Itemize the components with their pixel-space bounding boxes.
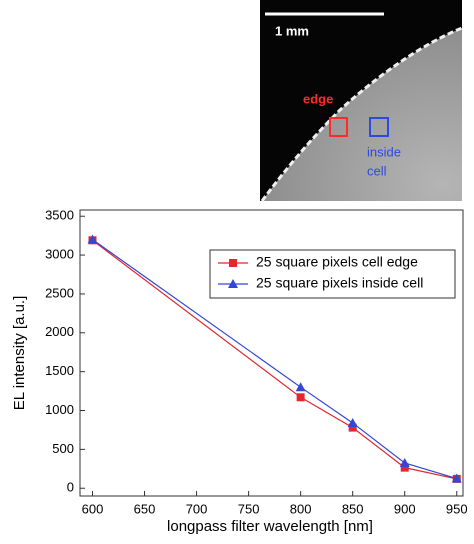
legend-label: 25 square pixels inside cell: [256, 275, 423, 291]
y-tick-label: 2500: [45, 285, 74, 300]
x-tick-label: 750: [238, 501, 260, 516]
x-tick-label: 950: [446, 501, 468, 516]
inset-image: 1 mm edge inside cell: [260, 0, 463, 202]
legend-box: [209, 249, 456, 299]
data-point: [400, 463, 409, 472]
y-tick-label: 3000: [45, 247, 74, 262]
data-point: [348, 423, 357, 432]
data-point: [399, 457, 410, 467]
y-tick-label: 0: [67, 480, 74, 495]
y-tick-label: 3500: [45, 208, 74, 223]
edge-label: edge: [303, 91, 333, 106]
y-tick-label: 1500: [45, 363, 74, 378]
y-tick-label: 1000: [45, 402, 74, 417]
inside-box: [369, 117, 389, 137]
cell-edge: [260, 26, 463, 202]
x-tick-label: 900: [394, 501, 416, 516]
legend-marker: [229, 259, 237, 267]
data-point: [347, 417, 358, 427]
x-axis-label: longpass filter wavelength [nm]: [167, 518, 373, 535]
legend-label: 25 square pixels cell edge: [256, 254, 418, 270]
x-tick-label: 650: [134, 501, 156, 516]
edge-box: [329, 117, 348, 137]
x-tick-label: 800: [290, 501, 312, 516]
cell-region: [262, 28, 462, 201]
inside-label: inside: [367, 144, 401, 159]
y-tick-label: 500: [52, 441, 74, 456]
x-tick-label: 600: [82, 501, 104, 516]
data-point: [296, 393, 305, 402]
y-axis-label: EL intensity [a.u.]: [11, 296, 28, 411]
inside-label: cell: [367, 163, 387, 178]
data-point: [87, 234, 98, 244]
data-point: [451, 473, 462, 483]
plot-frame: [79, 209, 464, 497]
x-tick-label: 850: [342, 501, 364, 516]
legend-marker: [228, 279, 238, 288]
scale-label: 1 mm: [275, 23, 309, 38]
data-point: [295, 382, 306, 392]
x-tick-label: 700: [186, 501, 208, 516]
y-tick-label: 2000: [45, 324, 74, 339]
